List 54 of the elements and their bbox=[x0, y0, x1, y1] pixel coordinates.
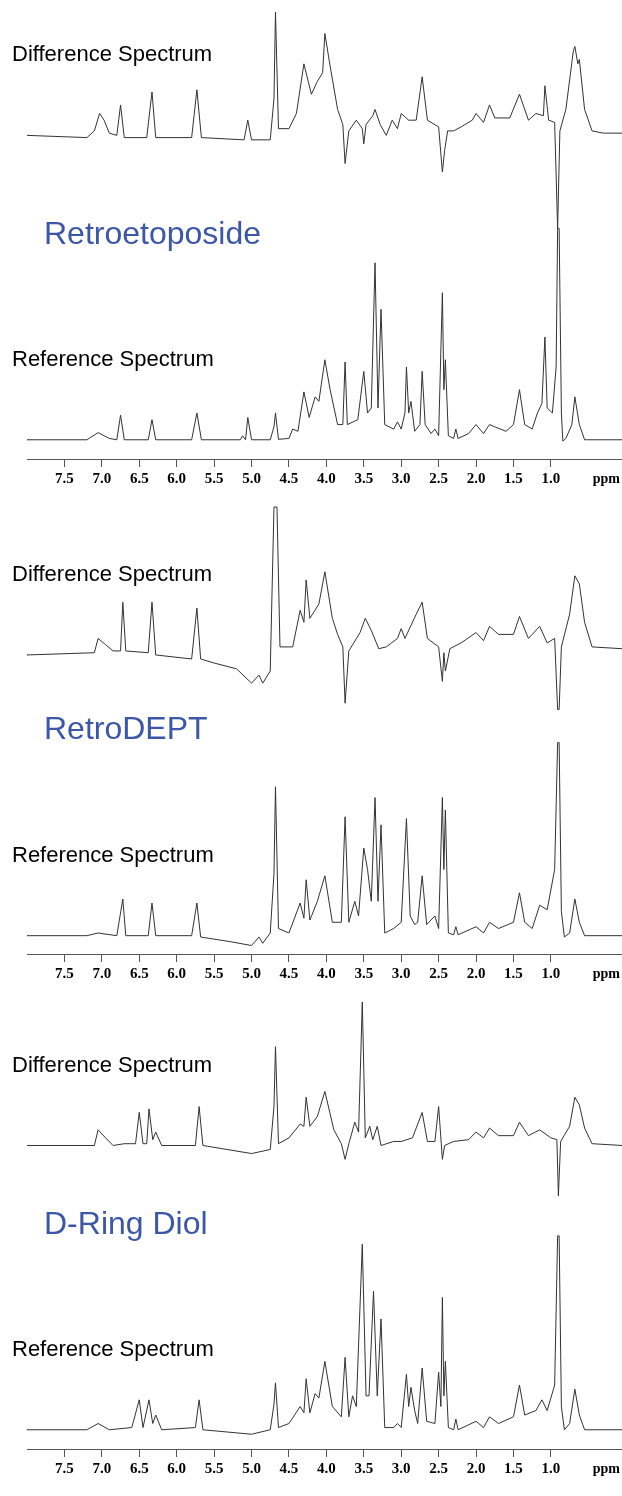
x-tick-label: 6.0 bbox=[167, 469, 187, 486]
series-label: Difference Spectrum bbox=[12, 1051, 213, 1077]
x-tick-label: 5.5 bbox=[204, 964, 224, 981]
x-tick-label: 4.5 bbox=[279, 1459, 299, 1476]
x-tick-label: 2.5 bbox=[429, 469, 449, 486]
x-axis-title: ppm bbox=[592, 470, 621, 486]
series-label: Reference Spectrum bbox=[12, 1335, 214, 1361]
x-tick-label: 2.0 bbox=[466, 1459, 486, 1476]
text: RetroDEPT bbox=[44, 710, 208, 747]
x-tick-label: 6.0 bbox=[167, 964, 187, 981]
x-tick-label: 7.5 bbox=[55, 469, 74, 486]
x-tick-label: 4.0 bbox=[317, 964, 336, 981]
x-tick-label: 2.0 bbox=[466, 469, 486, 486]
x-tick-label: 6.5 bbox=[129, 1459, 149, 1476]
x-tick-label: 4.5 bbox=[279, 469, 299, 486]
text: Retroetoposide bbox=[44, 215, 262, 252]
x-tick-label: 3.5 bbox=[354, 1459, 374, 1476]
x-tick-label: 6.0 bbox=[167, 1459, 187, 1476]
x-tick-label: 5.0 bbox=[242, 1459, 261, 1476]
x-tick-label: 3.0 bbox=[391, 469, 411, 486]
x-tick-label: 1.0 bbox=[541, 469, 561, 486]
x-tick-label: 4.0 bbox=[317, 1459, 336, 1476]
x-tick-label: 7.0 bbox=[92, 964, 112, 981]
x-tick-label: 7.0 bbox=[92, 1459, 112, 1476]
x-tick-label: 3.5 bbox=[354, 469, 374, 486]
x-tick-label: 1.0 bbox=[541, 964, 561, 981]
x-tick-label: 2.5 bbox=[429, 1459, 449, 1476]
x-tick-label: 1.5 bbox=[504, 1459, 523, 1476]
x-tick-label: 2.5 bbox=[429, 964, 449, 981]
x-tick-label: 6.5 bbox=[129, 469, 149, 486]
x-tick-label: 4.0 bbox=[317, 469, 336, 486]
x-tick-label: 5.5 bbox=[204, 469, 224, 486]
x-tick-label: 1.5 bbox=[504, 964, 523, 981]
x-tick-label: 3.5 bbox=[354, 964, 374, 981]
x-tick-label: 5.0 bbox=[242, 964, 261, 981]
series-label: Reference Spectrum bbox=[12, 841, 214, 867]
x-tick-label: 3.0 bbox=[391, 964, 411, 981]
series-label: Difference Spectrum bbox=[12, 41, 213, 67]
x-tick-label: 7.5 bbox=[55, 964, 74, 981]
x-tick-label: 1.5 bbox=[504, 469, 523, 486]
series-label: Difference Spectrum bbox=[12, 561, 213, 587]
x-tick-label: 7.5 bbox=[55, 1459, 74, 1476]
x-tick-label: 5.0 bbox=[242, 469, 261, 486]
x-tick-label: 4.5 bbox=[279, 964, 299, 981]
x-tick-label: 7.0 bbox=[92, 469, 112, 486]
text: D-Ring Diol bbox=[44, 1205, 208, 1242]
x-tick-label: 2.0 bbox=[466, 964, 486, 981]
x-tick-label: 3.0 bbox=[391, 1459, 411, 1476]
x-tick-label: 1.0 bbox=[541, 1459, 561, 1476]
x-tick-label: 5.5 bbox=[204, 1459, 224, 1476]
x-tick-label: 6.5 bbox=[129, 964, 149, 981]
text: Reference Spectrum bbox=[12, 345, 214, 371]
x-axis-title: ppm bbox=[592, 965, 621, 981]
x-axis-title: ppm bbox=[592, 1460, 621, 1476]
